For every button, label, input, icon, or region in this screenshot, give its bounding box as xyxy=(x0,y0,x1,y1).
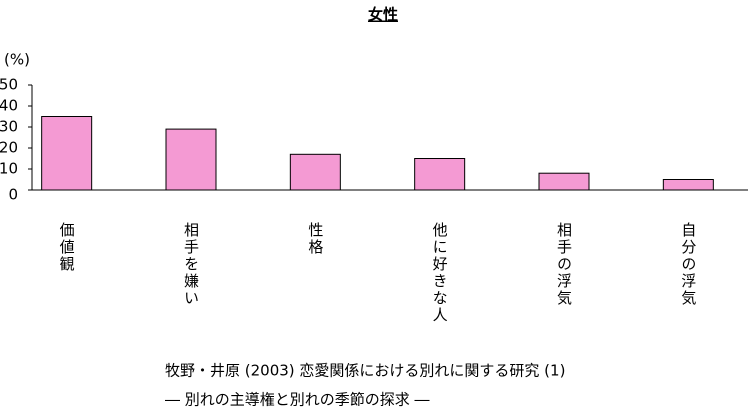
chart-title: 女性 xyxy=(368,6,398,24)
bar xyxy=(538,172,590,191)
y-tick-label: 0 xyxy=(8,186,18,204)
x-tick-label: 性格 xyxy=(306,222,324,256)
bar xyxy=(289,153,341,191)
x-tick-label: 自分の浮気 xyxy=(679,222,697,307)
x-tick-label: 相手の浮気 xyxy=(555,222,573,307)
x-tick-label: 相手を嫌い xyxy=(182,222,200,307)
y-tick-label: 10 xyxy=(0,160,18,178)
bar xyxy=(414,158,466,191)
x-tick-label: 他に好きな人 xyxy=(431,222,449,324)
y-tick-label: 40 xyxy=(0,97,18,115)
note: 牧野・井原 (2003) 恋愛関係における別れに関する研究 (1) xyxy=(165,362,565,380)
y-tick-label: 50 xyxy=(0,76,18,94)
y-tick-label: 30 xyxy=(0,118,18,136)
bar xyxy=(165,128,217,191)
note: ― 別れの主導権と別れの季節の探求 ― xyxy=(165,391,430,409)
bar xyxy=(41,116,93,191)
x-tick-label: 価値観 xyxy=(58,222,76,273)
y-axis-label: (%) xyxy=(4,51,30,69)
y-tick-label: 20 xyxy=(0,139,18,157)
bar xyxy=(662,179,714,191)
